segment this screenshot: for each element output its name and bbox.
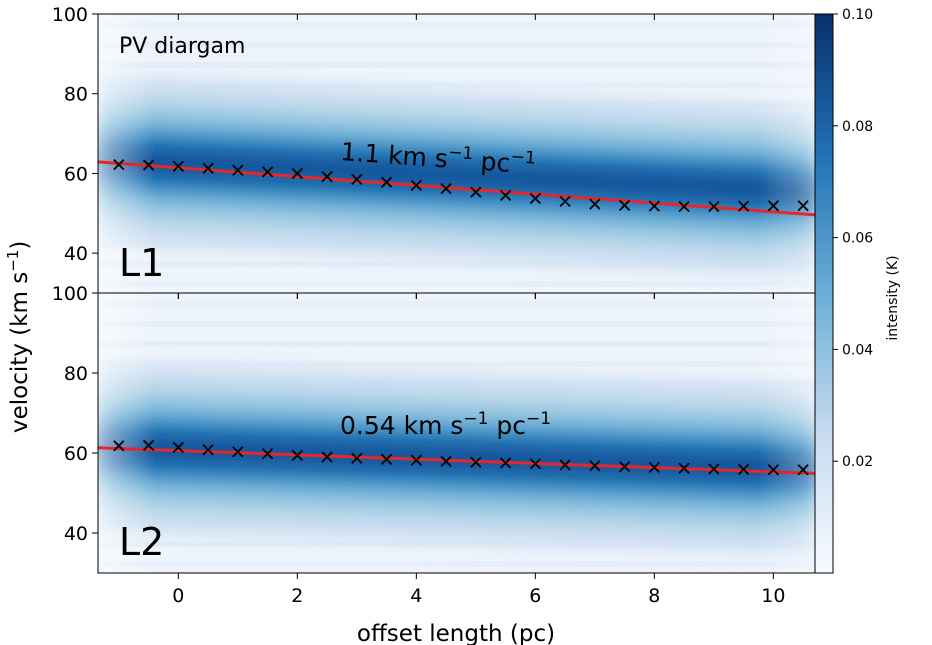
- data-point-marker: [678, 462, 690, 474]
- data-point-marker: [321, 170, 333, 183]
- data-point-marker: [380, 453, 393, 466]
- data-point-marker: [470, 186, 482, 198]
- chart-title: PV diargam: [119, 34, 245, 59]
- panel-l2-fit-line: [98, 446, 815, 475]
- data-point-marker: [321, 451, 333, 463]
- data-point-marker: [708, 463, 720, 475]
- colorbar-label: intensity (K): [885, 255, 901, 340]
- data-point-marker: [113, 159, 125, 171]
- data-point-marker: [142, 159, 155, 171]
- panel-l1-slope-annotation: 1.1 km s−1 pc−1: [340, 135, 537, 180]
- x-tick-label: 2: [291, 585, 303, 607]
- data-point-marker: [440, 455, 452, 468]
- colorbar: [814, 13, 834, 574]
- data-point-marker: [261, 448, 274, 460]
- data-point-marker: [737, 463, 750, 476]
- data-point-marker: [678, 200, 690, 213]
- panel-l1-label: L1: [119, 241, 164, 285]
- y-tick-label: 40: [64, 523, 88, 545]
- data-point-marker: [172, 160, 184, 172]
- data-point-marker: [351, 452, 363, 464]
- edge-fade: [98, 14, 815, 293]
- y-tick-label: 100: [52, 283, 88, 305]
- data-point-marker: [410, 454, 422, 466]
- panel-l2-label: L2: [119, 520, 164, 564]
- data-point-marker: [499, 189, 512, 201]
- data-point-marker: [351, 173, 363, 186]
- x-tick-label: 10: [761, 585, 785, 607]
- y-tick-label: 80: [64, 363, 88, 385]
- data-point-marker: [113, 440, 125, 452]
- data-point-marker: [589, 198, 601, 210]
- data-point-marker: [410, 179, 422, 192]
- data-point-marker: [648, 461, 660, 474]
- data-point-marker: [767, 200, 779, 212]
- colorbar-tick-label: 0.02: [842, 454, 873, 470]
- data-point-marker: [618, 199, 631, 211]
- panel-l2-slope-annotation: 0.54 km s−1 pc−1: [340, 409, 551, 440]
- data-point-marker: [767, 464, 779, 476]
- data-point-marker: [708, 200, 720, 213]
- x-tick-label: 8: [648, 585, 660, 607]
- data-point-marker: [470, 456, 482, 468]
- data-point-marker: [559, 195, 571, 207]
- data-point-marker: [618, 460, 631, 473]
- data-point-marker: [232, 164, 244, 176]
- data-point-marker: [172, 441, 184, 454]
- data-point-marker: [291, 449, 303, 462]
- panel-l2-emission-heatmap: [98, 293, 815, 573]
- colorbar-tick-label: 0.10: [842, 7, 873, 23]
- data-point-marker: [797, 464, 809, 476]
- y-tick-label: 80: [64, 84, 88, 106]
- y-axis-title: velocity (km s−1): [4, 241, 33, 433]
- data-point-marker: [589, 460, 601, 472]
- data-point-marker: [142, 439, 155, 452]
- data-point-marker: [737, 200, 750, 212]
- colorbar-tick-label: 0.06: [842, 231, 873, 247]
- data-point-marker: [529, 192, 541, 205]
- y-tick-label: 60: [64, 163, 88, 185]
- data-point-marker: [232, 446, 244, 458]
- data-point-marker: [440, 182, 452, 195]
- data-point-marker: [380, 176, 393, 188]
- colorbar-tick-label: 0.04: [842, 342, 873, 358]
- x-tick-label: 6: [529, 585, 541, 607]
- x-tick-label: 4: [410, 585, 422, 607]
- y-tick-label: 40: [64, 243, 88, 265]
- panel-l1-fit-line: [98, 160, 815, 217]
- edge-fade: [98, 293, 815, 573]
- y-tick-label: 60: [64, 443, 88, 465]
- data-point-marker: [499, 457, 512, 469]
- data-point-marker: [202, 162, 214, 174]
- data-point-marker: [529, 458, 541, 470]
- x-axis-title: offset length (pc): [357, 621, 555, 645]
- colorbar-tick-label: 0.08: [842, 119, 873, 135]
- x-tick-label: 0: [172, 585, 184, 607]
- data-point-marker: [291, 167, 303, 180]
- data-point-marker: [202, 444, 214, 456]
- data-point-marker: [261, 166, 274, 178]
- panel-l1-emission-heatmap: [98, 14, 815, 293]
- data-point-marker: [648, 200, 660, 212]
- y-tick-label: 100: [52, 4, 88, 26]
- data-point-marker: [797, 200, 809, 212]
- data-point-marker: [559, 459, 571, 471]
